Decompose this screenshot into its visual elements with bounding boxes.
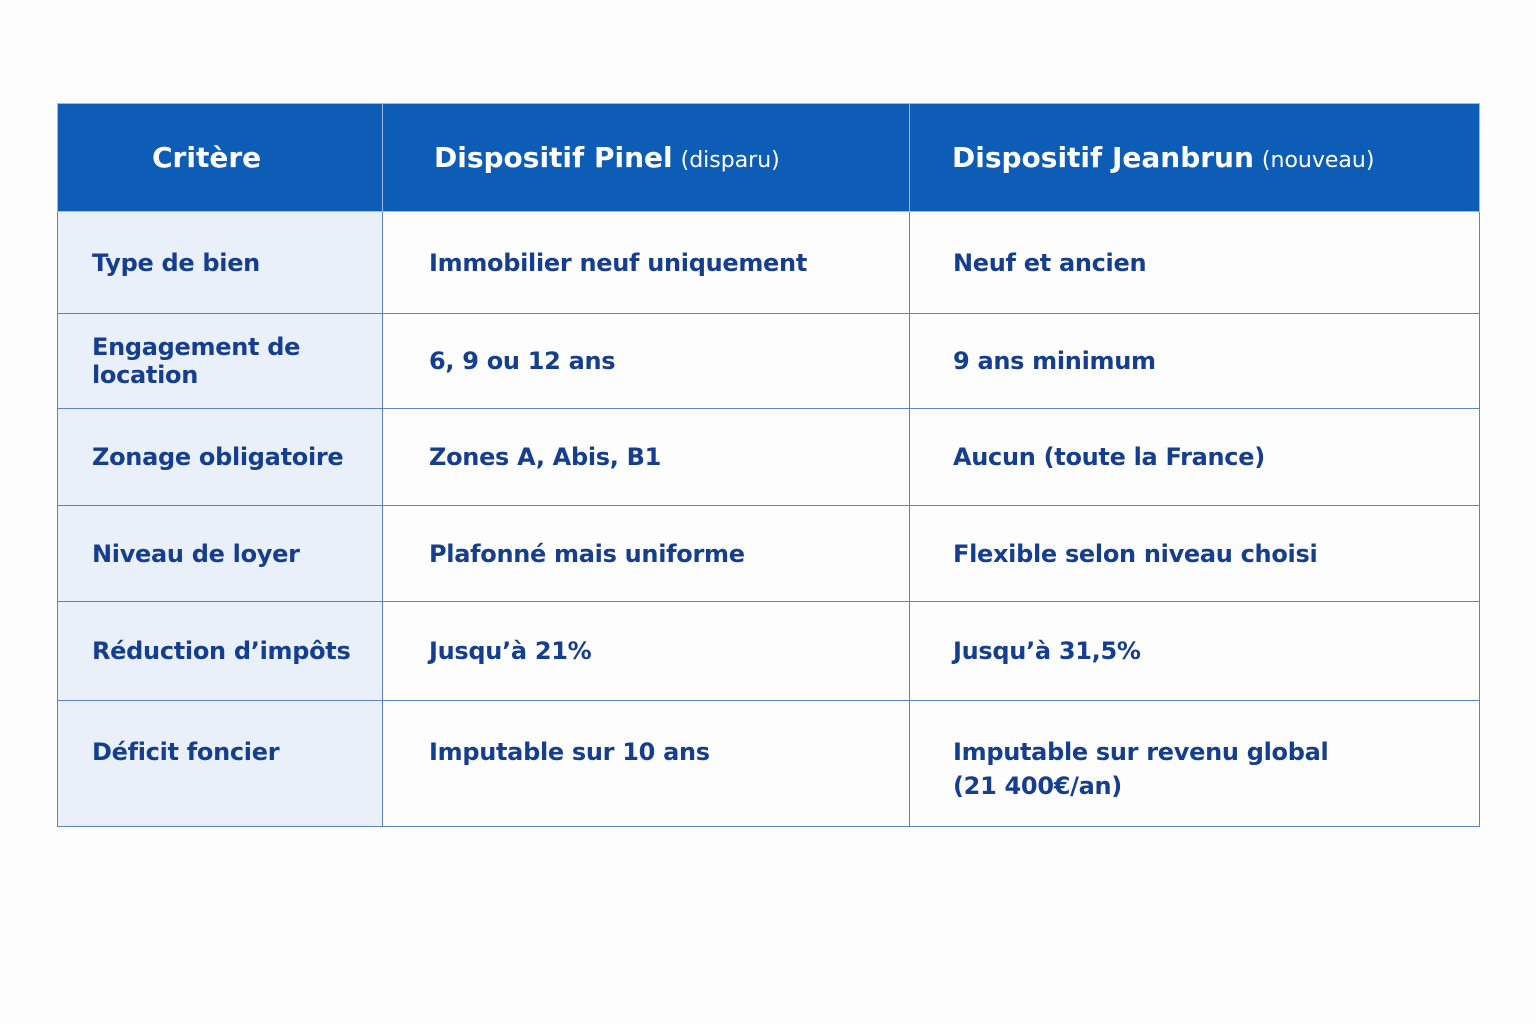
table-cell: Engagement de location bbox=[57, 313, 383, 409]
cell-text: Flexible selon niveau choisi bbox=[953, 539, 1318, 568]
header-text: Critère bbox=[152, 141, 262, 174]
cell-text: Aucun (toute la France) bbox=[953, 443, 1265, 471]
cell-text: Type de bien bbox=[92, 248, 260, 277]
cell-text: Réduction d’impôts bbox=[92, 637, 351, 665]
cell-text: Niveau de loyer bbox=[92, 539, 300, 568]
table-cell: Jusqu’à 31,5% bbox=[909, 601, 1480, 701]
cell-line: Imputable sur revenu global bbox=[953, 738, 1329, 766]
comparison-table: Critère Dispositif Pinel (disparu) Dispos… bbox=[57, 103, 1480, 827]
table-cell: Aucun (toute la France) bbox=[909, 408, 1480, 506]
table-cell: 6, 9 ou 12 ans bbox=[382, 313, 910, 409]
header-cell: Dispositif Pinel (disparu) bbox=[382, 103, 910, 212]
table-cell: Type de bien bbox=[57, 211, 383, 314]
cell-text: Jusqu’à 21% bbox=[429, 637, 592, 665]
cell-text: Zonage obligatoire bbox=[92, 443, 344, 471]
table-cell: Réduction d’impôts bbox=[57, 601, 383, 701]
table-cell: Plafonné mais uniforme bbox=[382, 505, 910, 602]
table-cell: Neuf et ancien bbox=[909, 211, 1480, 314]
cell-text: 9 ans minimum bbox=[953, 347, 1156, 375]
header-note: (disparu) bbox=[680, 148, 780, 173]
table-cell: Immobilier neuf uniquement bbox=[382, 211, 910, 314]
header-text: Dispositif Jeanbrun bbox=[952, 141, 1254, 174]
table-cell: Imputable sur 10 ans bbox=[382, 700, 910, 827]
table-row: Déficit foncier Imputable sur 10 ans Imput… bbox=[57, 700, 1480, 827]
header-row: Critère Dispositif Pinel (disparu) Dispos… bbox=[57, 103, 1480, 212]
table-body: Type de bien Immobilier neuf uniquement Ne… bbox=[57, 211, 1480, 827]
table-row: Engagement de location 6, 9 ou 12 ans 9 an… bbox=[57, 313, 1480, 409]
table-row: Réduction d’impôts Jusqu’à 21% Jusqu’à 31,… bbox=[57, 601, 1480, 701]
header-text: Dispositif Pinel bbox=[434, 141, 673, 174]
table-row: Zonage obligatoire Zones A, Abis, B1 Aucun… bbox=[57, 408, 1480, 506]
cell-text: Plafonné mais uniforme bbox=[429, 539, 745, 568]
cell-text: Immobilier neuf uniquement bbox=[429, 248, 807, 277]
header-cell: Dispositif Jeanbrun (nouveau) bbox=[909, 103, 1480, 212]
header-cell: Critère bbox=[57, 103, 383, 212]
table-cell: Flexible selon niveau choisi bbox=[909, 505, 1480, 602]
table-cell: Jusqu’à 21% bbox=[382, 601, 910, 701]
cell-line: (21 400€/an) bbox=[953, 772, 1122, 800]
cell-text: Déficit foncier bbox=[92, 738, 280, 766]
table-cell: Zones A, Abis, B1 bbox=[382, 408, 910, 506]
table-row: Niveau de loyer Plafonné mais uniforme Fle… bbox=[57, 505, 1480, 602]
cell-text: Jusqu’à 31,5% bbox=[953, 637, 1141, 665]
table-cell: Déficit foncier bbox=[57, 700, 383, 827]
header-note: (nouveau) bbox=[1261, 148, 1375, 173]
cell-text: Neuf et ancien bbox=[953, 248, 1147, 277]
table-cell: Niveau de loyer bbox=[57, 505, 383, 602]
table-cell: Zonage obligatoire bbox=[57, 408, 383, 506]
cell-text: 6, 9 ou 12 ans bbox=[429, 347, 616, 375]
table-row: Type de bien Immobilier neuf uniquement Ne… bbox=[57, 211, 1480, 314]
cell-text: Zones A, Abis, B1 bbox=[429, 443, 662, 471]
table-cell: 9 ans minimum bbox=[909, 313, 1480, 409]
cell-text: Imputable sur 10 ans bbox=[429, 738, 710, 766]
cell-text: Engagement de location bbox=[92, 333, 301, 389]
table-cell: Imputable sur revenu global (21 400€/an) bbox=[909, 700, 1480, 827]
